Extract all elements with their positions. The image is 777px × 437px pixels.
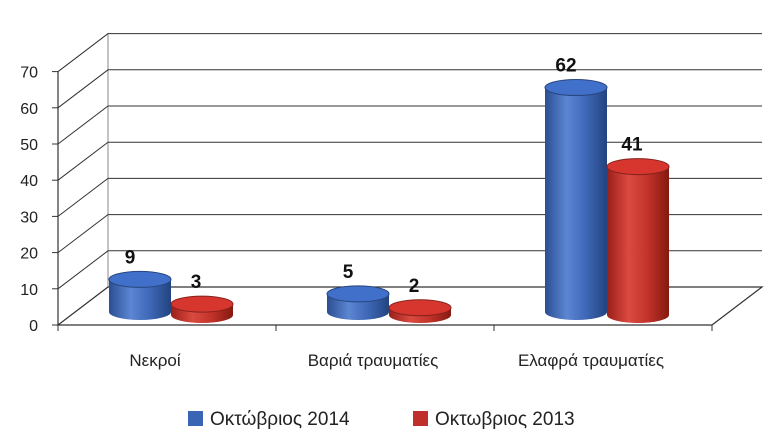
bar bbox=[326, 285, 390, 320]
bar-top-rim bbox=[544, 79, 608, 97]
bar-top bbox=[545, 79, 607, 96]
gridline bbox=[57, 214, 762, 253]
labels-layer: 9 3 Νεκροί 5 2 Βαριά τραυματίες 62 41 Ελαφρά τρα… bbox=[125, 56, 664, 370]
bar-top bbox=[171, 296, 233, 313]
bar-top bbox=[327, 285, 389, 302]
data-label: 5 bbox=[343, 262, 354, 283]
gridline bbox=[57, 69, 762, 109]
gridline bbox=[57, 177, 762, 217]
data-label: 9 bbox=[125, 247, 136, 268]
legend: Οκτώβριος 2014 Οκτωβριος 2013 bbox=[188, 409, 575, 430]
bar bbox=[108, 270, 172, 320]
gridline bbox=[57, 250, 762, 290]
bar-top bbox=[389, 299, 451, 316]
bar-body bbox=[607, 166, 669, 323]
bar-top bbox=[607, 158, 669, 175]
gridline bbox=[57, 33, 762, 72]
bar bbox=[388, 299, 452, 323]
data-label: 3 bbox=[191, 272, 202, 293]
gridline bbox=[57, 105, 762, 145]
gridline bbox=[57, 141, 762, 181]
bar-top-rim bbox=[326, 285, 390, 303]
bar bbox=[544, 79, 608, 320]
y-tick-label: 70 bbox=[20, 65, 38, 82]
legend-label: Οκτωβριος 2013 bbox=[435, 409, 575, 430]
side-wall bbox=[57, 32, 109, 327]
y-tick-label: 60 bbox=[20, 101, 38, 118]
y-tick-label: 40 bbox=[20, 173, 38, 190]
bar bbox=[606, 158, 670, 323]
axis-layer: 0 10 20 30 40 50 60 70 bbox=[20, 65, 713, 335]
category-label: Ελαφρά τραυματίες bbox=[518, 351, 664, 370]
y-tick-label: 0 bbox=[29, 318, 38, 335]
data-label: 2 bbox=[409, 276, 420, 297]
category-label: Νεκροί bbox=[129, 351, 180, 370]
y-tick-label: 10 bbox=[20, 282, 38, 299]
bar-body bbox=[109, 279, 171, 320]
legend-swatch bbox=[413, 411, 428, 426]
legend-swatch bbox=[188, 411, 203, 426]
bars-layer bbox=[108, 79, 670, 323]
data-label: 62 bbox=[555, 56, 576, 77]
y-tick-label: 50 bbox=[20, 137, 38, 154]
bar-top-rim bbox=[170, 295, 234, 313]
bar-top-rim bbox=[108, 270, 172, 288]
bar-top bbox=[109, 271, 171, 288]
category-label: Βαριά τραυματίες bbox=[308, 351, 439, 370]
bar bbox=[170, 295, 234, 323]
bar-top-rim bbox=[388, 299, 452, 317]
bar-top-rim bbox=[606, 158, 670, 176]
legend-label: Οκτώβριος 2014 bbox=[210, 409, 350, 430]
data-label: 41 bbox=[621, 135, 643, 156]
bar-body bbox=[545, 87, 607, 320]
y-tick-label: 30 bbox=[20, 209, 38, 226]
y-tick-label: 20 bbox=[20, 246, 38, 263]
